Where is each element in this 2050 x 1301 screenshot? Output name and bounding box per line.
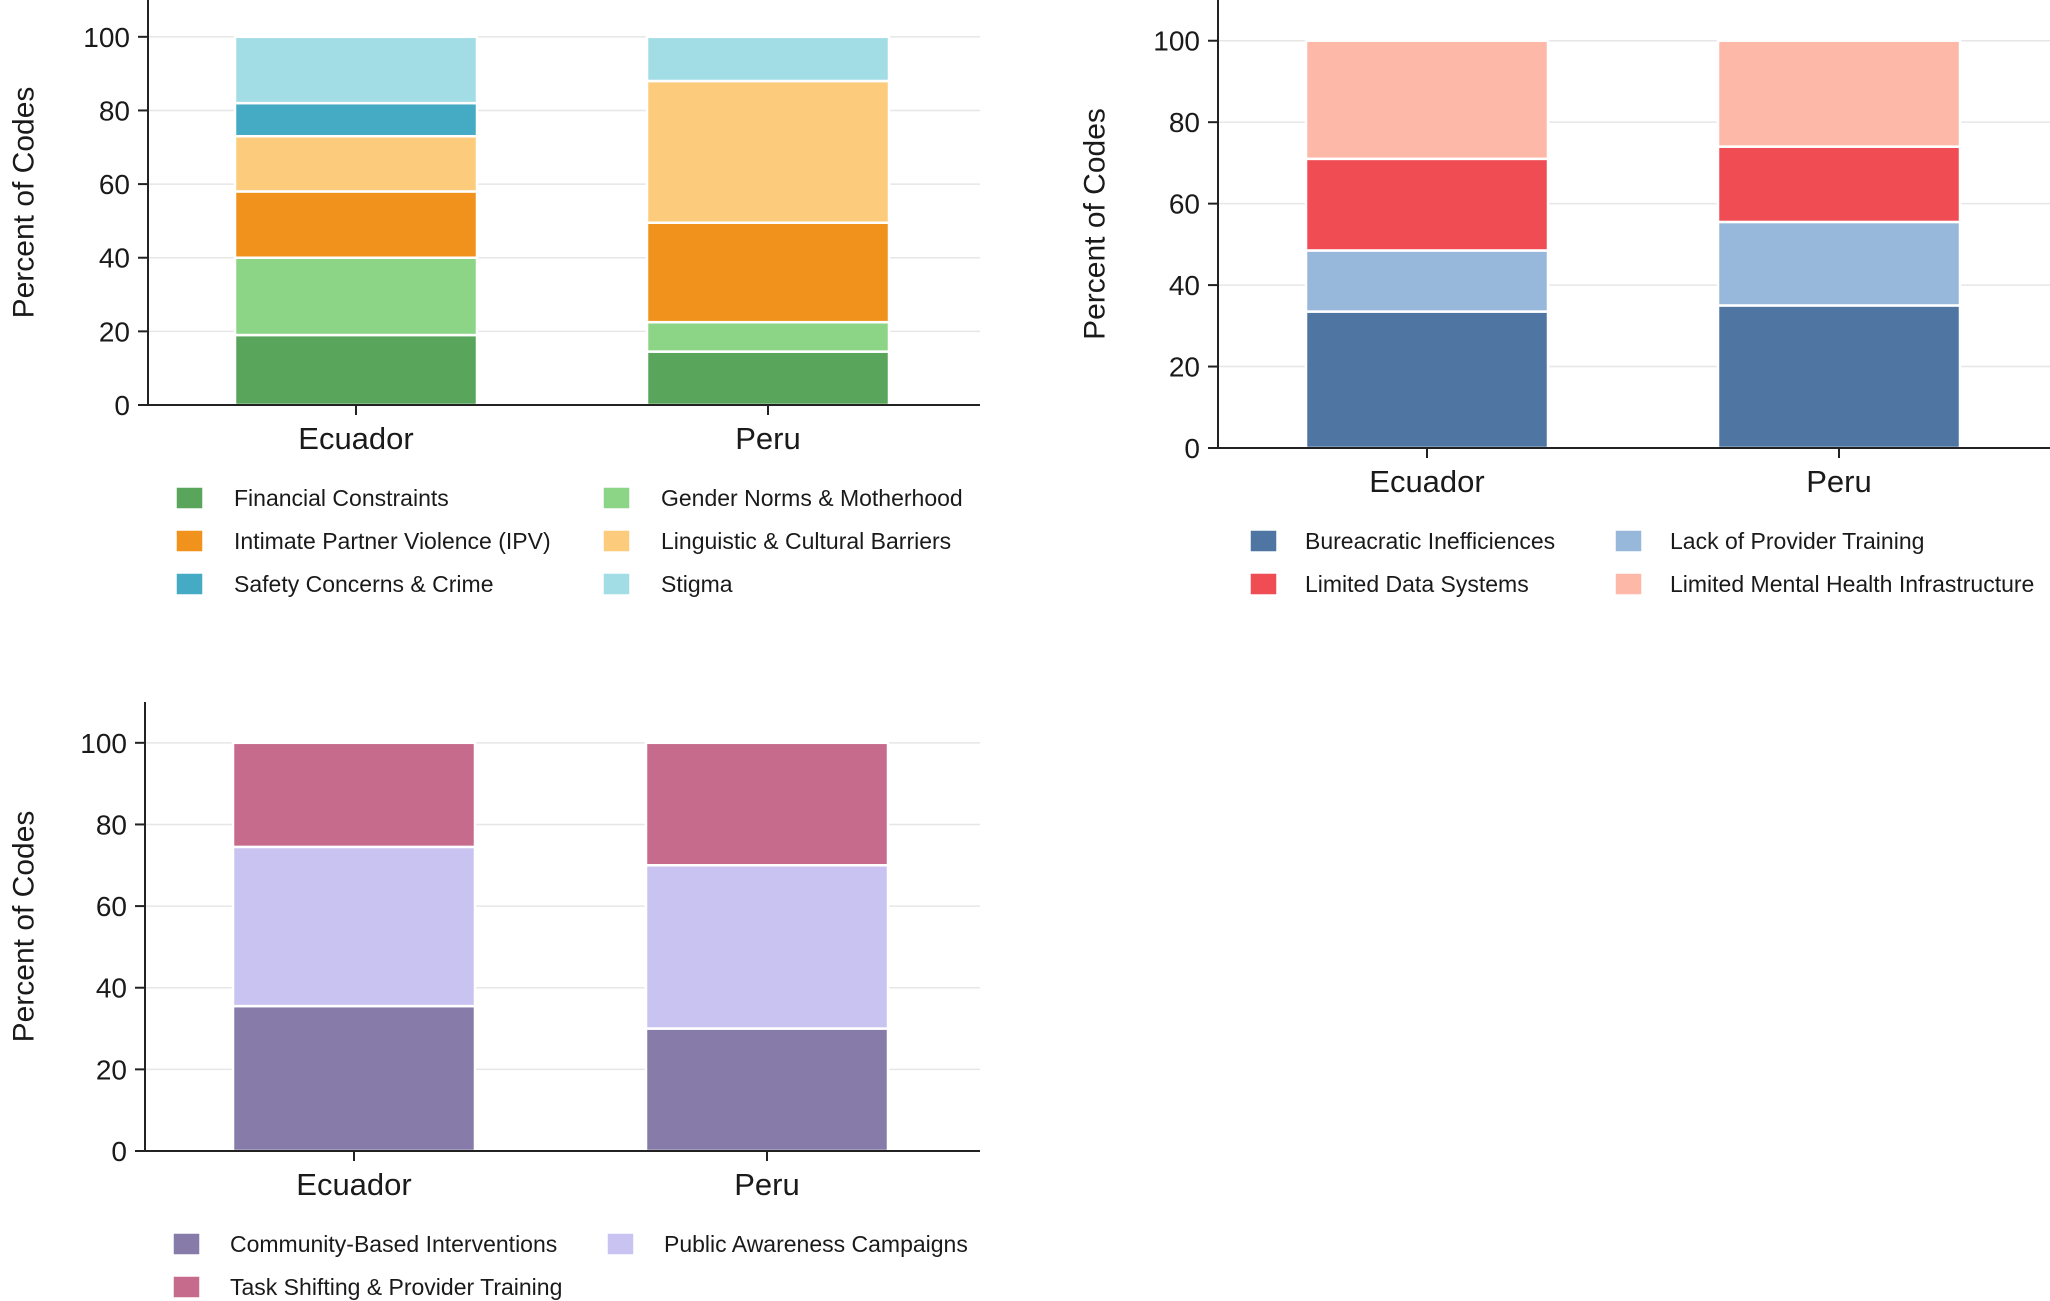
legend-swatch [1614, 572, 1643, 596]
legend-swatch [172, 1232, 201, 1256]
bar-segment-ecuador-3 [231, 741, 477, 849]
y-tick-label: 0 [114, 390, 130, 421]
bar-segment-peru-2 [644, 864, 890, 1030]
y-tick-label: 60 [96, 891, 127, 922]
legend-label: Gender Norms & Motherhood [661, 485, 963, 511]
legend-label: Limited Mental Health Infrastructure [1670, 571, 2034, 597]
bar-segment-peru-6 [645, 35, 891, 83]
legend-label: Community-Based Interventions [230, 1231, 557, 1257]
legend-swatch [1249, 529, 1278, 553]
chart-panel-2: 0 20 40 60 80 100 Percent of Codes Ecuador Peru B… [1079, 0, 2050, 597]
legend-swatch [1249, 572, 1278, 596]
y-axis-title: Percent of Codes [8, 87, 41, 319]
legend-swatch [602, 486, 631, 510]
legend-swatch [175, 486, 204, 510]
bar-segment-ecuador-4 [233, 134, 479, 193]
legend-swatch [606, 1232, 635, 1256]
x-category-label: Ecuador [298, 421, 413, 456]
bar-segment-peru-1 [1716, 304, 1962, 450]
bar-segment-ecuador-4 [1304, 39, 1550, 161]
y-tick-label: 20 [99, 316, 130, 347]
y-tick-label: 100 [83, 22, 130, 53]
legend-label: Intimate Partner Violence (IPV) [234, 528, 551, 554]
y-tick-label: 100 [80, 728, 127, 759]
bar-segment-ecuador-5 [233, 101, 479, 138]
chart-panel-1: 0 20 40 60 80 100 Percent of Codes Ecuador Peru F… [8, 0, 980, 597]
legend-label: Public Awareness Campaigns [664, 1231, 968, 1257]
y-tick-label: 80 [99, 95, 130, 126]
bar-segment-peru-1 [645, 350, 891, 407]
legend-swatch [1614, 529, 1643, 553]
y-axis-title: Percent of Codes [8, 811, 41, 1043]
bar-segment-ecuador-6 [233, 35, 479, 105]
legend-swatch [172, 1275, 201, 1299]
legend: Bureacratic Inefficiences Lack of Provide… [1249, 528, 2034, 597]
y-tick-label: 60 [1169, 189, 1200, 220]
legend-swatch [175, 529, 204, 553]
x-category-label: Ecuador [1369, 464, 1484, 499]
bar-segment-peru-3 [645, 221, 891, 324]
y-tick-label: 40 [99, 243, 130, 274]
legend-label: Lack of Provider Training [1670, 528, 1924, 554]
legend-label: Limited Data Systems [1305, 571, 1529, 597]
bar-segment-peru-4 [1716, 39, 1962, 148]
y-tick-label: 60 [99, 169, 130, 200]
y-tick-label: 80 [1169, 107, 1200, 138]
y-tick-label: 20 [1169, 352, 1200, 383]
y-axis-title: Percent of Codes [1079, 108, 1112, 340]
y-tick-label: 40 [1169, 270, 1200, 301]
legend-label: Safety Concerns & Crime [234, 571, 493, 597]
legend-swatch [602, 572, 631, 596]
y-tick-label: 40 [96, 973, 127, 1004]
y-tick-label: 0 [1184, 433, 1200, 464]
x-category-label: Peru [1806, 464, 1871, 499]
legend: Community-Based Interventions Public Awar… [172, 1231, 968, 1300]
legend-swatch [175, 572, 204, 596]
bar-segment-peru-3 [1716, 145, 1962, 224]
x-category-label: Peru [735, 421, 800, 456]
legend-label: Stigma [661, 571, 733, 597]
bar-segment-ecuador-1 [1304, 310, 1550, 450]
x-category-label: Ecuador [296, 1167, 411, 1202]
bar-segment-ecuador-1 [233, 333, 479, 407]
chart-panel-3: 0 20 40 60 80 100 Percent of Codes Ecuador Peru C… [8, 702, 980, 1300]
y-tick-label: 80 [96, 809, 127, 840]
bar-segment-ecuador-3 [1304, 157, 1550, 252]
y-tick-label: 20 [96, 1054, 127, 1085]
legend-label: Linguistic & Cultural Barriers [661, 528, 951, 554]
legend: Financial Constraints Gender Norms & Moth… [175, 485, 963, 597]
bar-segment-ecuador-2 [233, 256, 479, 337]
legend-label: Bureacratic Inefficiences [1305, 528, 1555, 554]
bar-segment-ecuador-1 [231, 1004, 477, 1153]
bar-segment-peru-3 [644, 741, 890, 867]
bar-segment-ecuador-2 [1304, 249, 1550, 313]
legend-swatch [602, 529, 631, 553]
bar-segment-ecuador-3 [233, 190, 479, 259]
bar-segment-peru-4 [645, 79, 891, 224]
legend-label: Task Shifting & Provider Training [230, 1274, 562, 1300]
bar-segment-peru-2 [645, 320, 891, 353]
y-tick-label: 100 [1153, 26, 1200, 57]
bar-segment-peru-2 [1716, 220, 1962, 307]
x-category-label: Peru [734, 1167, 799, 1202]
bar-segment-peru-1 [644, 1027, 890, 1153]
y-tick-label: 0 [111, 1136, 127, 1167]
legend-label: Financial Constraints [234, 485, 449, 511]
bar-segment-ecuador-2 [231, 845, 477, 1008]
